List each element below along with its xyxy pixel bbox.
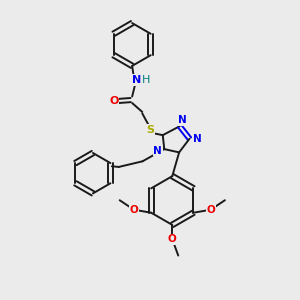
Text: N: N <box>193 134 201 144</box>
Text: N: N <box>178 115 187 125</box>
Text: N: N <box>132 75 141 85</box>
Text: S: S <box>147 125 154 135</box>
Text: H: H <box>142 75 150 85</box>
Text: O: O <box>168 234 177 244</box>
Text: N: N <box>153 146 162 156</box>
Text: O: O <box>130 205 138 215</box>
Text: O: O <box>206 205 215 215</box>
Text: O: O <box>109 96 119 106</box>
